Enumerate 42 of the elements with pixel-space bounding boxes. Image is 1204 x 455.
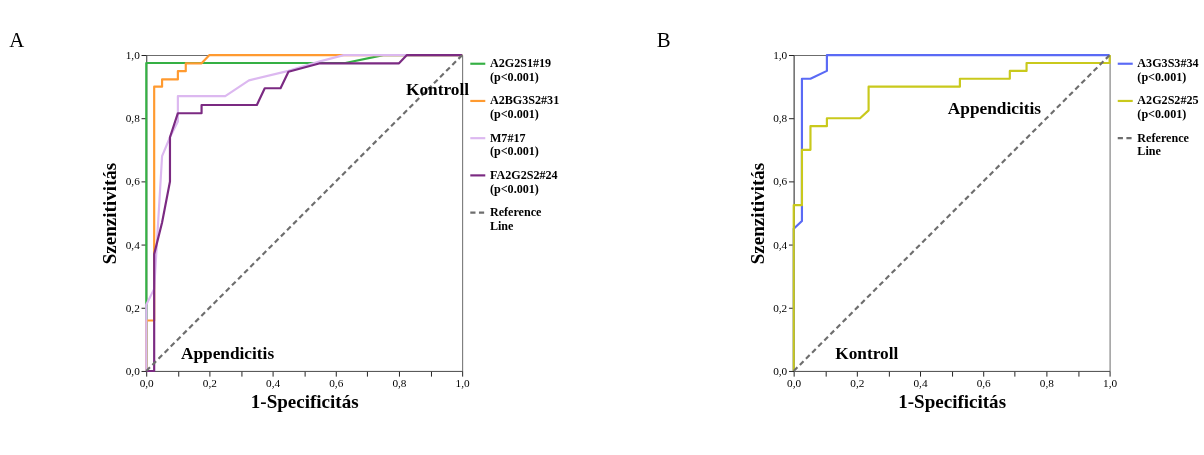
y-tick-label: 0,4 [773,238,788,251]
annotation: Appendicitis [180,343,275,363]
y-tick-label: 0,8 [125,112,141,125]
legend-label: A2G2S2#25 (p<0.001) [1137,93,1199,122]
annotation: Kontroll [835,343,899,363]
chart-title: A [9,28,25,52]
y-tick-label: 0,0 [125,364,141,377]
y-axis-title: Szenzitivitás [99,162,121,265]
x-tick-label: 0,8 [392,377,407,390]
y-tick-label: 0,4 [125,238,141,251]
y-tick-label: 0,6 [773,175,788,188]
x-axis-title: 1-Specificitás [250,390,359,412]
legend-label: FA2G2S2#24 (p<0.001) [489,167,558,196]
legend-label: M7#17 (p<0.001) [489,130,539,159]
y-tick-label: 0,2 [125,301,140,314]
x-tick-label: 0,8 [1039,377,1055,390]
x-tick-label: 1,0 [455,377,471,390]
chart-title: B [656,28,671,52]
x-axis-title: 1-Specificitás [898,390,1007,412]
y-tick-label: 0,6 [125,175,141,188]
annotation: Kontroll [405,79,470,99]
x-tick-label: 1,0 [1103,377,1118,390]
x-tick-label: 0,0 [139,377,155,390]
x-tick-label: 0,2 [202,377,217,390]
y-tick-label: 1,0 [125,48,141,61]
x-tick-label: 0,6 [329,377,344,390]
y-tick-label: 0,0 [773,364,788,377]
x-tick-label: 0,4 [913,377,928,390]
x-tick-label: 0,2 [850,377,865,390]
legend-label: Reference Line [489,205,543,233]
x-tick-label: 0,6 [976,377,992,390]
y-tick-label: 1,0 [773,48,788,61]
x-tick-label: 0,0 [787,377,802,390]
legend-label: A3G3S3#34 (p<0.001) [1137,56,1199,85]
annotation: Appendicitis [947,98,1042,118]
legend-label: A2BG3S2#31 (p<0.001) [489,93,560,122]
y-axis-title: Szenzitivitás [746,162,768,265]
legend-label: Reference Line [1137,130,1190,159]
x-tick-label: 0,4 [266,377,281,390]
y-tick-label: 0,2 [773,301,788,314]
legend-label: A2G2S1#19 (p<0.001) [489,56,552,85]
y-tick-label: 0,8 [773,112,788,125]
